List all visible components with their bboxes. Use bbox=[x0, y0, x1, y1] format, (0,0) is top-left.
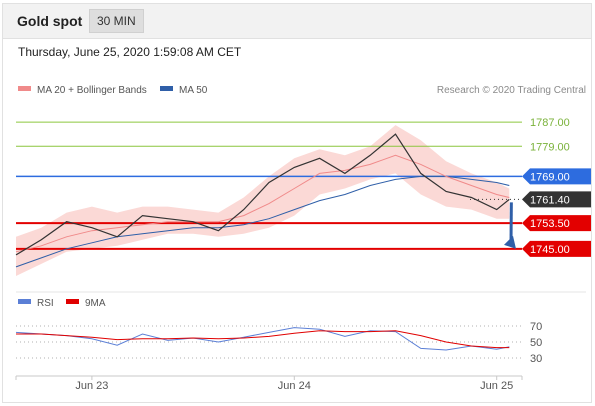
level-label-0: 1787.00 bbox=[530, 117, 570, 129]
ma20-line bbox=[15, 154, 510, 253]
rsi-level-label-0: 70 bbox=[530, 321, 542, 333]
level-tag-3 bbox=[522, 191, 591, 208]
rsi-legend-swatch-0 bbox=[18, 299, 31, 304]
rsi-9ma-line bbox=[16, 330, 510, 349]
legend-label-0: MA 20 + Bollinger Bands bbox=[37, 85, 147, 96]
price-line bbox=[15, 133, 510, 256]
legend-swatch-0 bbox=[18, 86, 31, 91]
ma50-line bbox=[15, 175, 510, 268]
widget-header: Gold spot 30 MIN bbox=[3, 4, 591, 39]
forecast-arrow-head bbox=[504, 235, 516, 249]
level-label-2: 1769.00 bbox=[530, 171, 570, 183]
level-label-1: 1779.00 bbox=[530, 141, 570, 153]
rsi-line bbox=[15, 327, 510, 351]
level-tag-2 bbox=[522, 168, 591, 185]
timeframe-badge[interactable]: 30 MIN bbox=[89, 9, 144, 33]
level-label-3: 1761.40 bbox=[530, 194, 570, 206]
x-tick-label-1: Jun 24 bbox=[278, 380, 311, 392]
rsi-legend-label-1: 9MA bbox=[85, 298, 106, 309]
level-label-5: 1745.00 bbox=[530, 244, 570, 256]
level-tag-5 bbox=[522, 240, 591, 257]
legend-swatch-1 bbox=[160, 86, 173, 91]
instrument-title: Gold spot bbox=[17, 13, 83, 29]
copyright-credit: Research © 2020 Trading Central bbox=[437, 85, 586, 96]
rsi-level-label-1: 50 bbox=[530, 337, 542, 349]
timestamp: Thursday, June 25, 2020 1:59:08 AM CET bbox=[18, 45, 242, 59]
x-tick-label-2: Jun 25 bbox=[480, 380, 513, 392]
x-tick-label-0: Jun 23 bbox=[75, 380, 108, 392]
level-tag-4 bbox=[522, 215, 591, 232]
bollinger-band-area bbox=[16, 125, 510, 276]
rsi-legend-label-0: RSI bbox=[37, 298, 54, 309]
legend-label-1: MA 50 bbox=[179, 85, 208, 96]
rsi-level-label-2: 30 bbox=[530, 353, 542, 365]
level-label-4: 1753.50 bbox=[530, 218, 570, 230]
rsi-legend-swatch-1 bbox=[66, 299, 79, 304]
